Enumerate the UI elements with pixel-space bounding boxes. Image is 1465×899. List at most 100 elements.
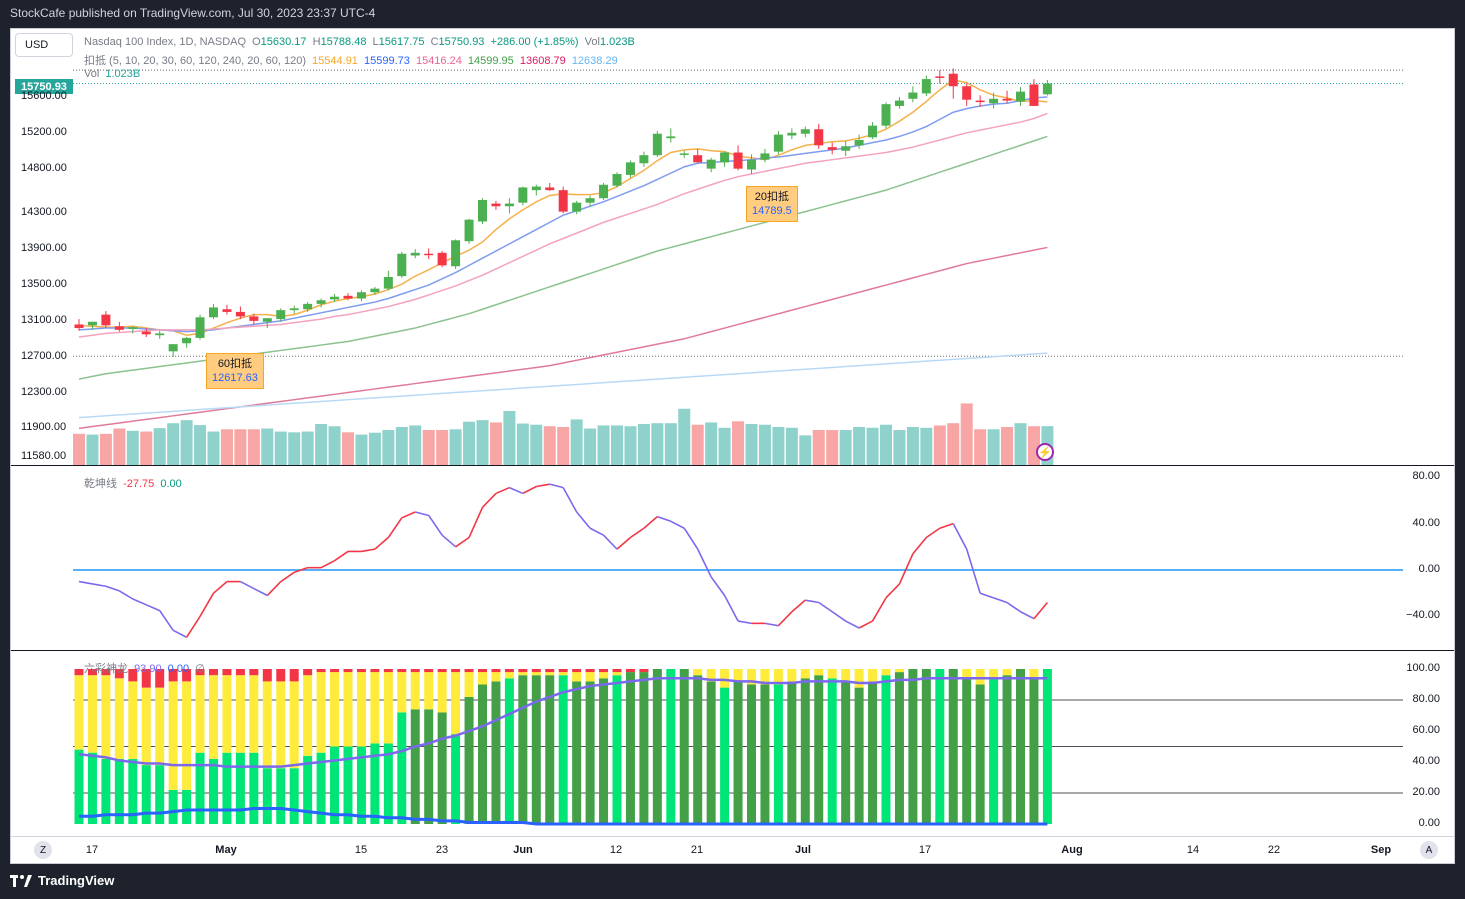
pane-separator-1[interactable]: [11, 465, 1454, 466]
six-bar-yellow: [128, 681, 138, 759]
auto-scale-button[interactable]: A: [1420, 841, 1438, 859]
footer-brand: TradingView: [38, 873, 115, 888]
six-bar-yellow: [141, 687, 151, 766]
six-bar-green: [1002, 675, 1012, 824]
candle-body: [706, 159, 716, 169]
osc-segment: [791, 599, 806, 613]
symbol-title[interactable]: Nasdaq 100 Index, 1D, NASDAQ: [84, 36, 247, 48]
six-bar-yellow: [612, 672, 622, 676]
chart-frame[interactable]: USD Nasdaq 100 Index, 1D, NASDAQ O15630.…: [10, 28, 1455, 864]
vol-value-main: 1.023B: [599, 36, 635, 48]
six-bar-yellow: [504, 672, 514, 679]
candle-body: [424, 253, 434, 256]
candle-body: [141, 331, 151, 335]
volume-bar: [86, 434, 99, 465]
six-bar-red: [451, 669, 461, 673]
candle-body: [948, 73, 958, 87]
volume-bar: [624, 426, 637, 465]
osc-segment: [710, 576, 726, 596]
six-bar-green: [74, 749, 84, 824]
six-bar-yellow: [289, 681, 299, 769]
six-bar-red: [424, 669, 434, 673]
candle-body: [316, 300, 326, 304]
candle-body: [693, 155, 703, 163]
osc-segment: [145, 604, 161, 612]
high-value: 15788.48: [320, 36, 367, 48]
six-bar-green: [693, 675, 703, 824]
osc-segment: [172, 629, 187, 638]
six-bar-yellow: [572, 672, 582, 682]
six-bar-yellow: [720, 669, 730, 688]
six-axis-label: 80.00: [1412, 693, 1440, 705]
pane-separator-2[interactable]: [11, 650, 1454, 651]
volume-bar: [678, 408, 691, 465]
six-bar-green: [868, 681, 878, 824]
candle-body: [168, 344, 178, 352]
osc-name[interactable]: 乾坤线: [84, 478, 117, 490]
six-bar-yellow: [733, 669, 743, 682]
candle-body: [504, 203, 514, 207]
six-bar-red: [168, 669, 178, 682]
six-bar-green: [114, 758, 124, 824]
candle-body: [276, 310, 286, 320]
chart-canvas[interactable]: [11, 29, 1455, 864]
six-bar-red: [478, 669, 487, 673]
price-axis-label: 13900.00: [21, 242, 67, 255]
six-bar-yellow: [868, 669, 878, 682]
ma-name[interactable]: 扣抵 (5, 10, 20, 30, 60, 120, 240, 20, 60,…: [84, 55, 306, 67]
volume-bar: [153, 428, 166, 465]
six-bar-red: [383, 669, 393, 673]
volume-bar: [220, 429, 233, 465]
six-bar-green: [787, 681, 797, 824]
six-bar-yellow: [235, 675, 245, 753]
ma-line-20: [78, 112, 1048, 338]
candle-body: [612, 174, 622, 186]
ma-value-4: 14599.95: [467, 55, 514, 67]
six-value-3: ∅: [195, 663, 205, 675]
candle-body: [787, 132, 797, 136]
callout-20: 20扣抵 14789.5: [746, 186, 798, 222]
candle-body: [518, 187, 528, 203]
bolt-icon[interactable]: ⚡: [1036, 443, 1054, 461]
six-bar-red: [330, 669, 340, 673]
six-bar-green: [975, 684, 985, 824]
six-bar-yellow: [182, 681, 192, 790]
volume-bar: [409, 425, 422, 465]
six-name[interactable]: 六彩神龙: [84, 663, 128, 675]
time-axis-label: 21: [690, 844, 704, 856]
candle-body: [908, 92, 918, 99]
osc-segment: [805, 599, 819, 604]
candle-body: [222, 309, 232, 312]
volume-bar: [866, 427, 879, 465]
osc-axis-label: −40.00: [1406, 609, 1440, 622]
main-legend: Nasdaq 100 Index, 1D, NASDAQ O15630.17 H…: [84, 36, 635, 48]
six-axis-label: 60.00: [1412, 724, 1440, 736]
six-bar-green: [747, 684, 756, 824]
currency-button[interactable]: USD: [15, 33, 73, 57]
volume-bar: [597, 425, 610, 465]
volume-bar: [207, 431, 220, 465]
osc-segment: [845, 620, 860, 629]
six-bar-green: [128, 758, 138, 824]
candle-body: [773, 134, 783, 152]
zoom-reset-button[interactable]: Z: [34, 841, 52, 859]
osc-segment: [1033, 601, 1049, 620]
six-bar-green: [262, 768, 272, 824]
volume-bar: [73, 433, 85, 465]
vol-label[interactable]: Vol: [84, 68, 100, 80]
six-bar-green: [168, 789, 178, 824]
osc-segment: [428, 515, 443, 536]
open-value: 15630.17: [260, 36, 307, 48]
candle-body: [720, 152, 730, 163]
six-bar-green: [343, 746, 353, 824]
volume-bar: [126, 430, 139, 465]
footer: TradingView: [10, 873, 114, 888]
six-value-2: 0.00: [167, 663, 190, 675]
osc-segment: [455, 536, 470, 548]
volume-bar: [570, 419, 583, 465]
six-bar-green: [652, 669, 662, 824]
six-bar-green: [410, 709, 420, 824]
six-bar-green: [612, 675, 622, 824]
osc-segment: [361, 548, 376, 553]
ma-value-6: 12638.29: [571, 55, 618, 67]
